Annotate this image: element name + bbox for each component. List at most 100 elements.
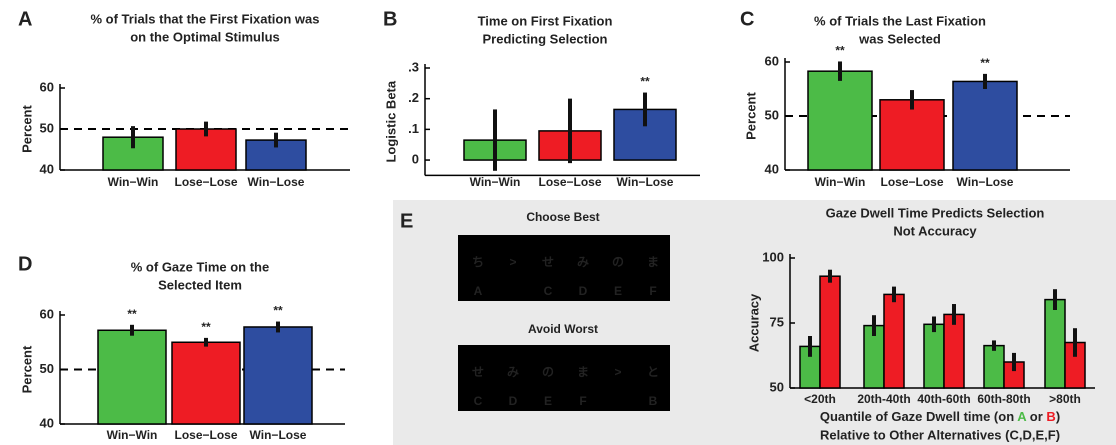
illustration-title: Choose Best bbox=[526, 210, 599, 224]
stimulus-letter: E bbox=[544, 394, 552, 408]
x-tick-label: Win−Lose bbox=[617, 175, 674, 189]
y-tick-label: 40 bbox=[40, 415, 54, 430]
stimulus-glyph: の bbox=[542, 365, 554, 379]
panel-letter: C bbox=[740, 8, 754, 30]
chart-title: Gaze Dwell Time Predicts Selection bbox=[826, 205, 1045, 220]
x-tick-label: 60th-80th bbox=[977, 392, 1030, 406]
y-tick-label: 50 bbox=[40, 361, 54, 376]
panel-letter: D bbox=[18, 253, 32, 275]
bar bbox=[952, 80, 1018, 171]
significance: ** bbox=[127, 307, 137, 321]
x-tick-label: Lose−Lose bbox=[880, 175, 943, 189]
significance: ** bbox=[640, 75, 650, 89]
stimulus-glyph: み bbox=[507, 365, 519, 379]
significance: ** bbox=[980, 56, 990, 70]
y-tick-label: 50 bbox=[40, 120, 54, 135]
x-tick-label: Win−Win bbox=[107, 428, 158, 442]
panel-letter: B bbox=[383, 8, 397, 30]
stimulus-glyph: > bbox=[509, 255, 516, 269]
stimulus-letter: F bbox=[579, 394, 586, 408]
y-axis-label: Percent bbox=[19, 345, 34, 393]
stimulus-letter: D bbox=[509, 394, 518, 408]
stimulus-glyph: み bbox=[577, 255, 589, 269]
chart-title: Not Accuracy bbox=[893, 223, 977, 238]
x-tick-label: Lose−Lose bbox=[174, 428, 237, 442]
stimulus-letter: C bbox=[544, 284, 553, 298]
stimulus-letter: E bbox=[614, 284, 622, 298]
stimulus-letter: F bbox=[649, 284, 656, 298]
stimulus-box bbox=[458, 345, 670, 411]
chart-title: % of Trials the Last Fixation bbox=[814, 13, 986, 28]
significance: ** bbox=[273, 304, 283, 318]
x-tick-label: <20th bbox=[804, 392, 836, 406]
y-tick-label: .1 bbox=[408, 121, 419, 136]
x-tick-label: Win−Lose bbox=[957, 175, 1014, 189]
x-tick-label: Win−Win bbox=[470, 175, 521, 189]
stimulus-letter: C bbox=[474, 394, 483, 408]
y-tick-label: .2 bbox=[408, 90, 419, 105]
stimulus-letter: B bbox=[649, 394, 658, 408]
x-axis-label-part: A bbox=[1017, 409, 1027, 424]
x-tick-label: Win−Win bbox=[815, 175, 866, 189]
panel-letter: E bbox=[400, 210, 413, 232]
y-axis-label: Accuracy bbox=[746, 293, 761, 352]
stimulus-box bbox=[458, 235, 670, 301]
x-tick-label: Lose−Lose bbox=[538, 175, 601, 189]
stimulus-glyph: せ bbox=[542, 255, 554, 269]
chart-title: was Selected bbox=[858, 31, 941, 46]
chart-title: Predicting Selection bbox=[483, 31, 608, 46]
stimulus-glyph: ま bbox=[577, 365, 589, 379]
bar bbox=[97, 329, 167, 425]
significance: ** bbox=[201, 320, 211, 334]
bar bbox=[171, 341, 241, 425]
significance: ** bbox=[835, 44, 845, 58]
bar bbox=[807, 70, 873, 171]
bar bbox=[923, 323, 945, 389]
stimulus-letter: A bbox=[474, 284, 483, 298]
bar bbox=[983, 344, 1005, 389]
stimulus-glyph: せ bbox=[472, 365, 484, 379]
y-tick-label: .3 bbox=[408, 59, 419, 74]
x-axis-label-part: or bbox=[1026, 409, 1046, 424]
y-axis-label: Logistic Beta bbox=[383, 80, 398, 162]
bar bbox=[613, 108, 677, 161]
y-tick-label: 50 bbox=[765, 107, 779, 122]
chart-title: Time on First Fixation bbox=[478, 13, 613, 28]
x-tick-label: >80th bbox=[1049, 392, 1081, 406]
y-tick-label: 0 bbox=[412, 151, 419, 166]
x-axis-label: Relative to Other Alternatives (C,D,E,F) bbox=[820, 427, 1060, 442]
y-tick-label: 60 bbox=[765, 53, 779, 68]
chart-title: on the Optimal Stimulus bbox=[130, 29, 280, 44]
bar bbox=[1044, 298, 1066, 389]
chart-title: % of Gaze Time on the bbox=[131, 259, 269, 274]
x-tick-label: Win−Lose bbox=[248, 175, 305, 189]
y-axis-label: Percent bbox=[743, 91, 758, 139]
y-tick-label: 50 bbox=[770, 379, 784, 394]
stimulus-glyph: と bbox=[647, 365, 659, 379]
x-axis-label-part: B bbox=[1046, 409, 1055, 424]
stimulus-glyph: ち bbox=[472, 255, 484, 269]
bar bbox=[879, 99, 945, 171]
bar bbox=[883, 293, 905, 389]
x-tick-label: Win−Win bbox=[108, 175, 159, 189]
stimulus-glyph: > bbox=[614, 365, 621, 379]
stimulus-glyph: の bbox=[612, 255, 624, 269]
stimulus-letter: D bbox=[579, 284, 588, 298]
y-tick-label: 40 bbox=[765, 161, 779, 176]
illustration-title: Avoid Worst bbox=[528, 322, 598, 336]
y-tick-label: 60 bbox=[40, 79, 54, 94]
y-tick-label: 75 bbox=[770, 314, 784, 329]
y-tick-label: 40 bbox=[40, 161, 54, 176]
chart-title: Selected Item bbox=[158, 277, 242, 292]
x-tick-label: Lose−Lose bbox=[174, 175, 237, 189]
y-tick-label: 60 bbox=[40, 306, 54, 321]
x-tick-label: 20th-40th bbox=[857, 392, 910, 406]
y-tick-label: 100 bbox=[762, 249, 784, 264]
panel-letter: A bbox=[18, 8, 32, 30]
x-axis-label: Quantile of Gaze Dwell time (on A or B) bbox=[820, 409, 1060, 424]
x-tick-label: Win−Lose bbox=[250, 428, 307, 442]
bar bbox=[243, 326, 313, 425]
bar bbox=[943, 313, 965, 389]
bar bbox=[819, 275, 841, 389]
